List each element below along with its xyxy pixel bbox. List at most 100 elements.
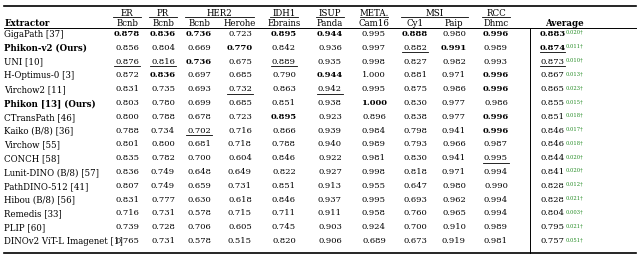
Text: 0.980: 0.980	[442, 182, 466, 190]
Text: 0.977: 0.977	[442, 99, 466, 107]
Text: 0.699: 0.699	[187, 99, 211, 107]
Text: PLIP [60]: PLIP [60]	[4, 223, 45, 232]
Text: 0.793: 0.793	[403, 140, 427, 149]
Text: 0.989: 0.989	[484, 44, 508, 52]
Text: 0.939: 0.939	[318, 127, 342, 135]
Text: 0.994: 0.994	[484, 168, 508, 176]
Text: 0.855: 0.855	[540, 99, 564, 107]
Text: 0.996: 0.996	[483, 113, 509, 121]
Text: 0.937: 0.937	[318, 195, 342, 204]
Text: 0.831: 0.831	[115, 195, 139, 204]
Text: HER2: HER2	[207, 9, 232, 18]
Text: 0.878: 0.878	[114, 30, 140, 38]
Text: 0.822: 0.822	[272, 168, 296, 176]
Text: 0.910: 0.910	[442, 223, 466, 231]
Text: 0.685: 0.685	[228, 99, 252, 107]
Text: 0.841: 0.841	[540, 168, 564, 176]
Text: 0.689: 0.689	[362, 237, 386, 245]
Text: 0.831: 0.831	[115, 85, 139, 93]
Text: Remedis [33]: Remedis [33]	[4, 209, 62, 218]
Text: 0.630: 0.630	[187, 195, 211, 204]
Text: 0.693: 0.693	[187, 85, 211, 93]
Text: 0.723: 0.723	[228, 113, 252, 121]
Text: 0.647: 0.647	[403, 182, 427, 190]
Text: 0.984: 0.984	[362, 127, 386, 135]
Text: 0.673: 0.673	[403, 237, 427, 245]
Text: 0.716: 0.716	[115, 209, 139, 217]
Text: 0.788: 0.788	[115, 127, 139, 135]
Text: UNI [10]: UNI [10]	[4, 58, 44, 67]
Text: 0.010†: 0.010†	[565, 58, 583, 63]
Text: 0.965: 0.965	[442, 209, 466, 217]
Text: 0.018†: 0.018†	[565, 140, 583, 145]
Text: 0.700: 0.700	[187, 154, 211, 162]
Text: 0.906: 0.906	[318, 237, 342, 245]
Text: 0.995: 0.995	[362, 30, 386, 38]
Text: 0.842: 0.842	[272, 44, 296, 52]
Text: 0.865: 0.865	[541, 85, 564, 93]
Text: 0.835: 0.835	[115, 154, 139, 162]
Text: 0.700: 0.700	[403, 223, 427, 231]
Text: 0.966: 0.966	[442, 140, 466, 149]
Text: 0.749: 0.749	[151, 182, 175, 190]
Text: 0.944: 0.944	[317, 72, 343, 79]
Text: 0.846: 0.846	[272, 154, 296, 162]
Text: 0.803: 0.803	[115, 99, 139, 107]
Text: Phikon-v2 (Ours): Phikon-v2 (Ours)	[4, 44, 88, 53]
Text: 0.731: 0.731	[228, 182, 252, 190]
Text: 0.718: 0.718	[228, 140, 252, 149]
Text: 0.051†: 0.051†	[565, 237, 583, 242]
Text: 0.958: 0.958	[362, 209, 386, 217]
Text: 0.830: 0.830	[403, 99, 427, 107]
Text: 0.578: 0.578	[187, 237, 211, 245]
Text: 0.020†: 0.020†	[565, 168, 583, 173]
Text: CONCH [58]: CONCH [58]	[4, 154, 60, 163]
Text: 0.706: 0.706	[187, 223, 211, 231]
Text: 0.836: 0.836	[115, 168, 139, 176]
Text: Phikon [13] (Ours): Phikon [13] (Ours)	[4, 99, 96, 108]
Text: 0.702: 0.702	[187, 127, 211, 135]
Text: 0.731: 0.731	[151, 237, 175, 245]
Text: 0.874: 0.874	[540, 44, 566, 52]
Text: 0.669: 0.669	[187, 44, 211, 52]
Text: 0.801: 0.801	[115, 140, 139, 149]
Text: 0.889: 0.889	[272, 58, 296, 66]
Text: 0.020†: 0.020†	[565, 154, 583, 159]
Text: ISUP: ISUP	[319, 9, 341, 18]
Text: 0.800: 0.800	[115, 113, 139, 121]
Text: 0.681: 0.681	[187, 140, 211, 149]
Text: 0.015†: 0.015†	[565, 99, 583, 104]
Text: 0.863: 0.863	[272, 85, 296, 93]
Text: 0.023†: 0.023†	[565, 85, 583, 90]
Text: Virchow2 [11]: Virchow2 [11]	[4, 85, 66, 94]
Text: 0.851: 0.851	[540, 113, 564, 121]
Text: 0.760: 0.760	[403, 209, 427, 217]
Text: 0.804: 0.804	[151, 44, 175, 52]
Text: 0.020†: 0.020†	[565, 30, 583, 35]
Text: 0.018†: 0.018†	[565, 113, 583, 118]
Text: 0.678: 0.678	[187, 113, 211, 121]
Text: 0.749: 0.749	[151, 168, 175, 176]
Text: Herohe: Herohe	[224, 19, 256, 27]
Text: 0.782: 0.782	[151, 154, 175, 162]
Text: 0.770: 0.770	[227, 44, 253, 52]
Text: Bcnb: Bcnb	[116, 19, 138, 27]
Text: Extractor: Extractor	[4, 19, 50, 27]
Text: GigaPath [37]: GigaPath [37]	[4, 30, 64, 39]
Text: 0.605: 0.605	[228, 223, 252, 231]
Text: 0.875: 0.875	[403, 85, 427, 93]
Text: 0.021†: 0.021†	[565, 223, 583, 228]
Text: 0.715: 0.715	[228, 209, 252, 217]
Text: 0.836: 0.836	[150, 72, 176, 79]
Text: 0.987: 0.987	[484, 140, 508, 149]
Text: 0.012†: 0.012†	[565, 182, 583, 187]
Text: 0.731: 0.731	[151, 209, 175, 217]
Text: 0.995: 0.995	[362, 85, 386, 93]
Text: 0.013†: 0.013†	[565, 72, 583, 76]
Text: 0.790: 0.790	[272, 72, 296, 79]
Text: H-Optimus-0 [3]: H-Optimus-0 [3]	[4, 72, 75, 80]
Text: 0.867: 0.867	[541, 72, 564, 79]
Text: 0.723: 0.723	[228, 30, 252, 38]
Text: 0.996: 0.996	[483, 72, 509, 79]
Text: 0.820: 0.820	[272, 237, 296, 245]
